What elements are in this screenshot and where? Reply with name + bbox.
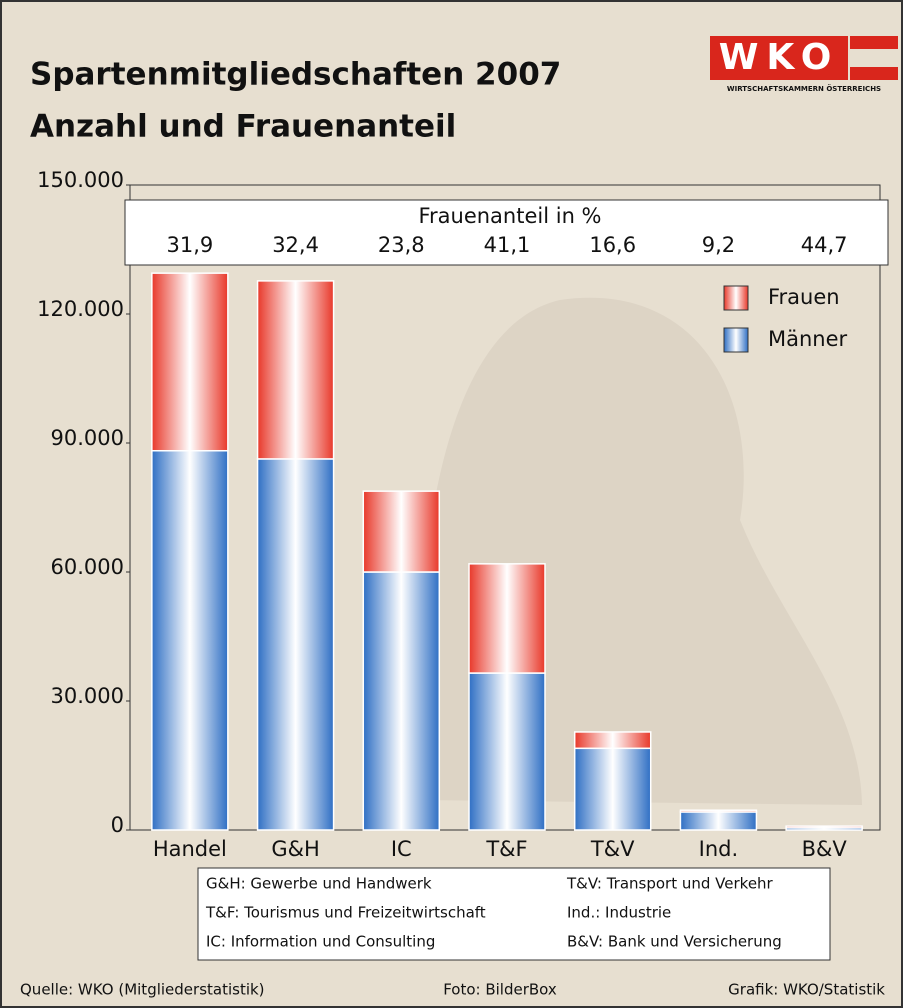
bar-segment (573, 747, 652, 831)
logo-mark (710, 36, 848, 80)
y-tick-label: 120.000 (37, 297, 124, 321)
y-tick-label: 150.000 (37, 168, 124, 192)
footer: Grafik: WKO/Statistik (728, 981, 885, 999)
bar-segment (573, 731, 652, 750)
share-label: 44,7 (801, 233, 848, 257)
footer: Foto: BilderBox (443, 981, 557, 999)
abbreviation: T&V: Transport und Verkehr (566, 875, 774, 893)
share-label: 31,9 (166, 233, 213, 257)
logo-subtitle: WIRTSCHAFTSKAMMERN ÖSTERREICHS (727, 84, 881, 93)
share-label: 41,1 (484, 233, 531, 257)
share-title: Frauenanteil in % (418, 204, 601, 228)
abbreviation: IC: Information und Consulting (206, 933, 435, 951)
share-label: 23,8 (378, 233, 425, 257)
footer: Quelle: WKO (Mitgliederstatistik) (20, 981, 265, 999)
y-tick-label: 60.000 (51, 555, 124, 579)
legend-label: Frauen (768, 285, 840, 309)
share-label: 16,6 (589, 233, 636, 257)
logo-flag (850, 36, 898, 49)
chart-title: Spartenmitgliedschaften 2007 (30, 57, 561, 93)
bar-segment (679, 811, 758, 831)
x-tick-label: B&V (802, 837, 848, 861)
bar-segment (151, 272, 229, 452)
bar-segment (256, 280, 335, 460)
x-tick-label: Ind. (699, 837, 739, 861)
abbreviation: Ind.: Industrie (567, 904, 671, 922)
x-tick-label: T&F (485, 837, 527, 861)
bar-segment (362, 490, 441, 573)
abbreviation: B&V: Bank und Versicherung (567, 933, 782, 951)
bar-segment (362, 571, 441, 831)
x-tick-label: T&V (590, 837, 635, 861)
bar-segment (785, 825, 863, 829)
y-tick-label: 0 (111, 813, 124, 837)
x-tick-label: G&H (271, 837, 319, 861)
chart-title: Anzahl und Frauenanteil (30, 109, 456, 145)
abbreviation: T&F: Tourismus und Freizeitwirtschaft (205, 904, 486, 922)
x-tick-label: Handel (153, 837, 227, 861)
legend-label: Männer (768, 327, 848, 351)
bar-segment (468, 563, 546, 674)
bar-segment (256, 458, 335, 831)
abbreviation-box (197, 867, 831, 961)
logo-text: WKO (719, 37, 840, 78)
y-tick-label: 90.000 (51, 426, 124, 450)
legend-swatch (723, 327, 749, 353)
y-tick-label: 30.000 (51, 684, 124, 708)
share-label: 32,4 (272, 233, 319, 257)
bar-segment (679, 809, 758, 813)
logo-flag (850, 67, 898, 80)
bar-segment (151, 449, 229, 831)
x-tick-label: IC (391, 837, 412, 861)
legend-swatch (723, 285, 749, 311)
abbreviation: G&H: Gewerbe und Handwerk (206, 875, 432, 893)
bar-segment (468, 672, 546, 831)
share-label: 9,2 (702, 233, 735, 257)
share-box (124, 199, 889, 266)
